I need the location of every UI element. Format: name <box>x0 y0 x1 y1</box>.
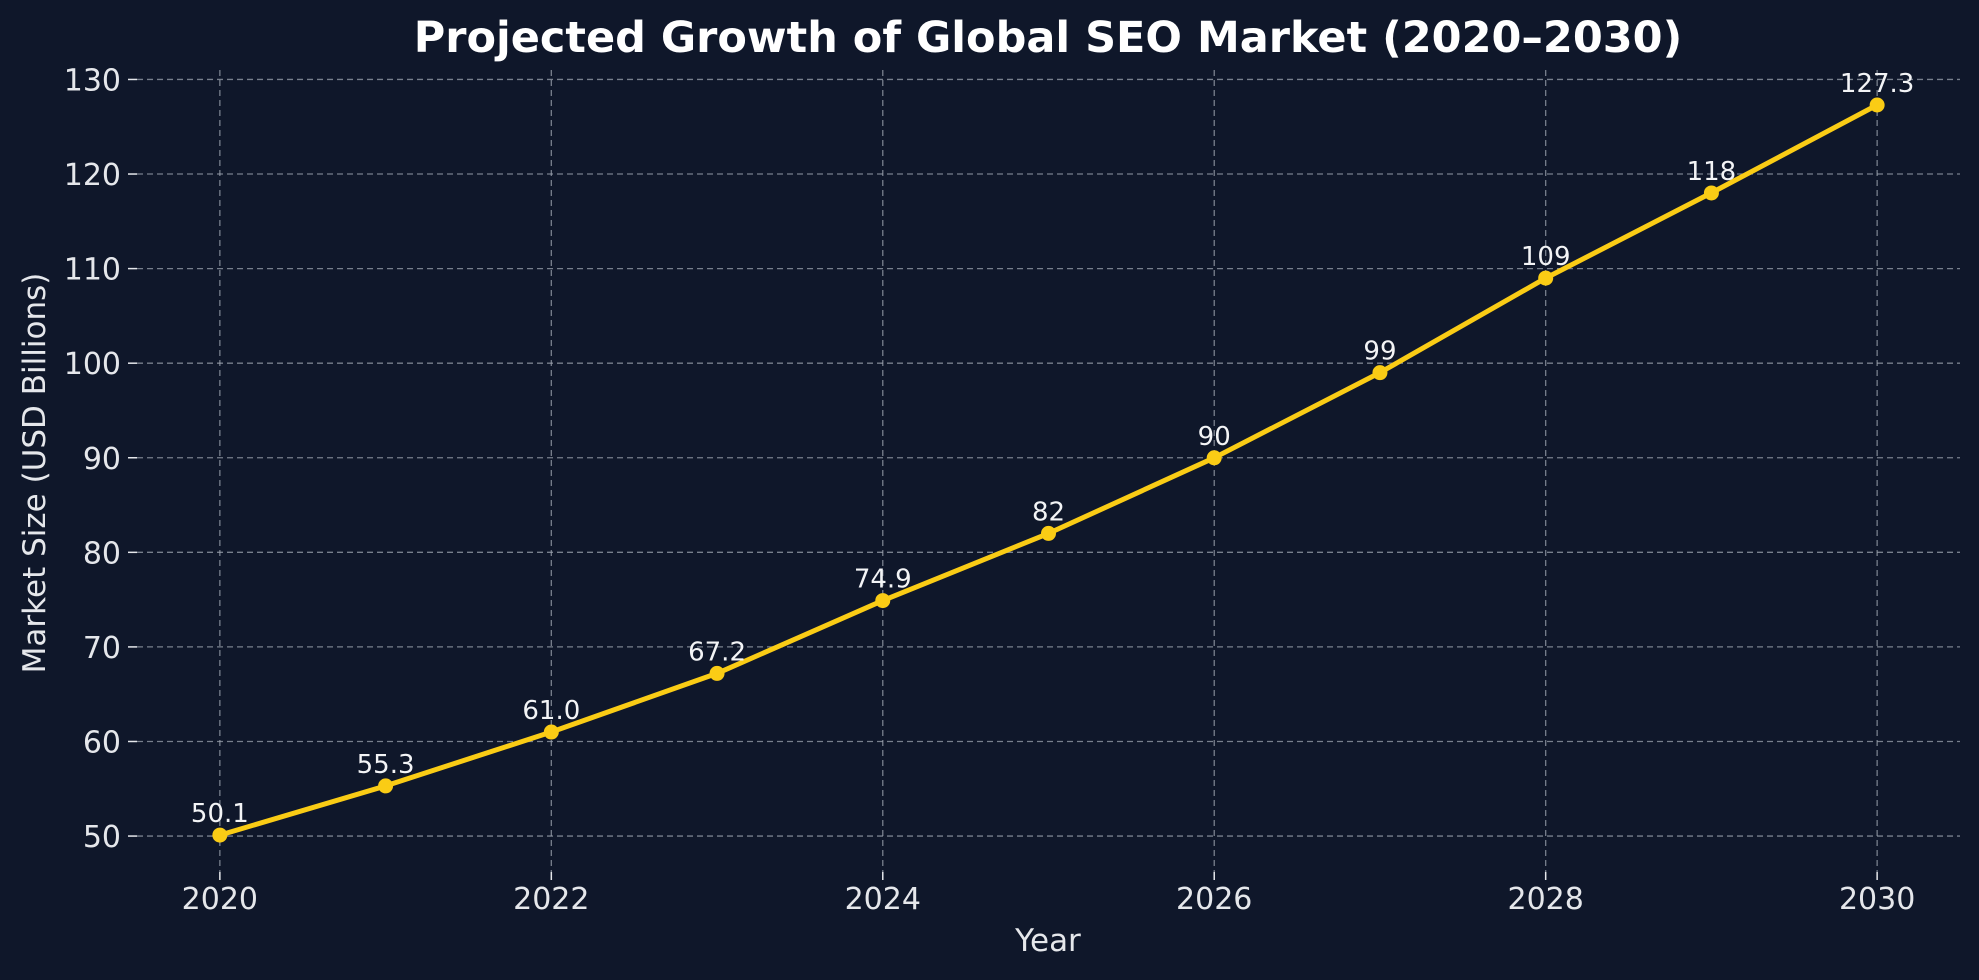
y-tick-label: 120 <box>64 158 121 193</box>
data-point <box>378 778 394 794</box>
data-markers <box>212 97 1885 843</box>
y-tick-label: 60 <box>83 725 121 760</box>
chart-title: Projected Growth of Global SEO Market (2… <box>414 13 1683 63</box>
data-point <box>709 665 725 681</box>
x-tick-label: 2024 <box>845 882 921 917</box>
data-label: 50.1 <box>191 799 249 829</box>
data-point <box>1206 450 1222 466</box>
data-point <box>1538 270 1554 286</box>
y-tick-label: 130 <box>64 63 121 98</box>
data-label: 74.9 <box>854 565 912 595</box>
x-tick-label: 2028 <box>1508 882 1584 917</box>
x-axis-label: Year <box>1014 923 1081 959</box>
data-label: 82 <box>1032 497 1065 527</box>
data-point <box>1703 185 1719 201</box>
data-label: 61.0 <box>522 696 580 726</box>
y-tick-label: 110 <box>64 253 121 288</box>
data-label: 118 <box>1687 157 1737 187</box>
data-point <box>1869 97 1885 113</box>
data-point <box>875 593 891 609</box>
data-labels: 50.1 55.3 61.0 67.2 74.9 82 90 99 109 118 127.3 <box>191 69 1914 829</box>
series-line <box>217 102 1880 838</box>
axis-ticks: 2020 2022 2024 2026 2028 2030 50 60 70 80 90 100 110… <box>64 63 1916 917</box>
y-tick-label: 50 <box>83 820 121 855</box>
data-label: 99 <box>1363 337 1396 367</box>
x-tick-label: 2022 <box>513 882 589 917</box>
data-point <box>1372 365 1388 381</box>
y-tick-label: 70 <box>83 631 121 666</box>
data-label: 67.2 <box>688 637 746 667</box>
x-tick-label: 2020 <box>182 882 258 917</box>
data-point <box>212 827 228 843</box>
data-point <box>543 724 559 740</box>
y-tick-label: 100 <box>64 347 121 382</box>
y-tick-label: 90 <box>83 442 121 477</box>
data-label: 55.3 <box>357 750 415 780</box>
y-tick-label: 80 <box>83 536 121 571</box>
y-axis-label: Market Size (USD Billions) <box>17 273 53 674</box>
data-label: 109 <box>1521 242 1571 272</box>
x-tick-label: 2030 <box>1839 882 1915 917</box>
data-point <box>1041 525 1056 541</box>
x-tick-label: 2026 <box>1176 882 1252 917</box>
data-label: 90 <box>1198 422 1231 452</box>
data-label: 127.3 <box>1840 69 1914 99</box>
grid-lines <box>137 70 1960 872</box>
